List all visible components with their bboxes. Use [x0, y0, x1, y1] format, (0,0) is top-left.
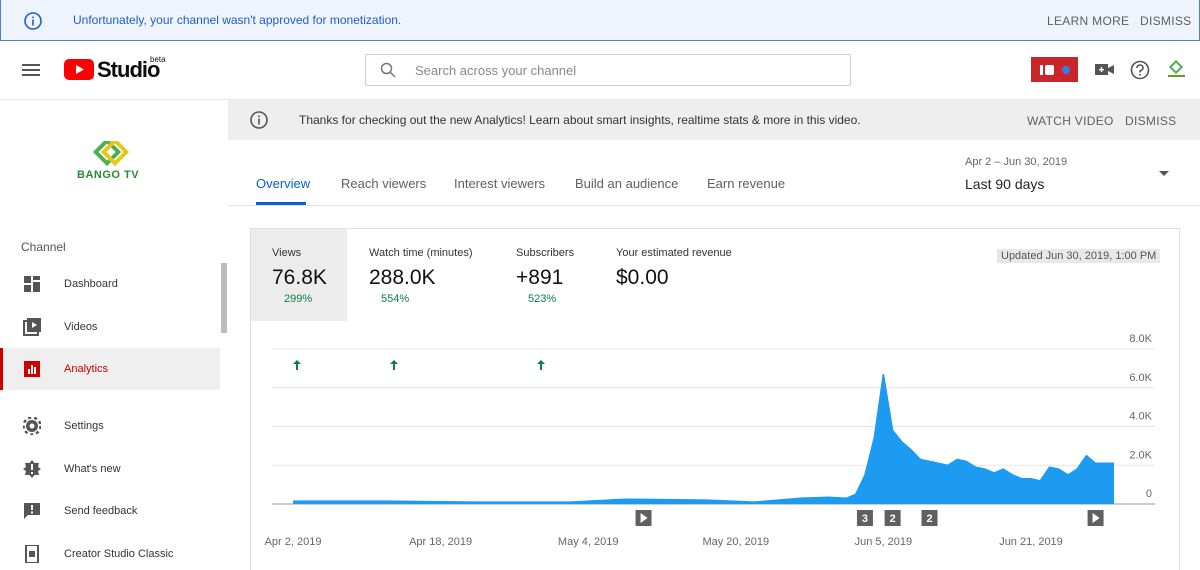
nav-item[interactable]: Analytics [0, 348, 220, 390]
metric-label: Your estimated revenue [616, 247, 732, 259]
account-avatar[interactable] [1166, 60, 1188, 80]
channel-logo [93, 141, 129, 167]
metric-label: Views [272, 247, 302, 259]
nav-label: Send feedback [64, 505, 138, 517]
nav-icon [23, 460, 41, 481]
nav-item[interactable]: What's new [0, 448, 220, 490]
info-icon [24, 12, 42, 30]
youtube-logo [64, 59, 94, 80]
nav-item[interactable]: Dashboard [0, 263, 220, 305]
metric-label: Watch time (minutes) [369, 247, 473, 259]
tab[interactable]: Reach viewers [341, 176, 427, 191]
metric-tile[interactable]: Your estimated revenue $0.00 [595, 229, 755, 321]
nav-label: Videos [64, 321, 98, 333]
nav-label: What's new [64, 463, 121, 475]
metric-value: +891 [516, 266, 564, 289]
sidebar: BANGO TV Channel Dashboard Videos Analytic… [0, 99, 228, 570]
search-box[interactable]: Search across your channel [365, 54, 851, 86]
up-arrow [516, 294, 545, 370]
metric-change: 523% [528, 293, 557, 305]
create-video-icon[interactable] [1095, 62, 1115, 78]
tab-underline [256, 202, 306, 205]
tab[interactable]: Interest viewers [454, 176, 546, 191]
dismiss-button[interactable]: DISMISS [1125, 114, 1177, 128]
notice-message: Thanks for checking out the new Analytic… [299, 113, 861, 127]
nav-item[interactable]: Creator Studio Classic [0, 533, 220, 570]
metric-tile[interactable]: Subscribers +891 523% [495, 229, 595, 370]
nav-label: Analytics [64, 363, 109, 375]
nav-label: Dashboard [64, 278, 118, 290]
nav-item[interactable]: Videos [0, 306, 220, 348]
up-arrow [369, 294, 398, 370]
date-preset[interactable]: Last 90 days [965, 176, 1045, 192]
watch-video-button[interactable]: WATCH VIDEO [1027, 114, 1114, 128]
search-placeholder: Search across your channel [415, 63, 577, 78]
dismiss-button[interactable]: DISMISS [1140, 14, 1192, 28]
banner-message: Unfortunately, your channel wasn't appro… [73, 13, 402, 27]
info-icon [250, 111, 268, 129]
metric-change: 554% [381, 293, 410, 305]
tubebuddy-button[interactable] [1031, 57, 1079, 83]
nav-label: Creator Studio Classic [64, 548, 174, 560]
monetization-banner: Unfortunately, your channel wasn't appro… [0, 0, 1200, 41]
date-range: Apr 2 – Jun 30, 2019 [965, 156, 1068, 168]
metric-tile[interactable]: Views 76.8K 299% [251, 229, 347, 370]
metric-change: 299% [284, 293, 313, 305]
nav-icon [23, 502, 41, 523]
tab[interactable]: Earn revenue [707, 176, 786, 191]
metric-value: 76.8K [272, 266, 327, 289]
section-label: Channel [21, 240, 66, 254]
tab[interactable]: Overview [256, 176, 311, 191]
tab[interactable]: Build an audience [575, 176, 679, 191]
nav-icon [23, 360, 41, 381]
nav-label: Settings [64, 420, 104, 432]
beta-badge: beta [150, 55, 166, 64]
tab-divider [228, 205, 1200, 206]
scrollbar[interactable] [221, 263, 227, 333]
channel-name: BANGO TV [77, 169, 140, 181]
studio-logo: Studio [97, 57, 160, 82]
help-icon[interactable] [1130, 60, 1150, 80]
metric-tile[interactable]: Watch time (minutes) 288.0K 554% [348, 229, 495, 370]
metric-label: Subscribers [516, 247, 575, 259]
overview-card: Views 76.8K 299% Watch time (minutes) 288.0K… [250, 228, 1180, 570]
analytics-notice: Thanks for checking out the new Analytic… [228, 99, 1200, 140]
learn-more-button[interactable]: LEARN MORE [1047, 14, 1130, 28]
metric-value: $0.00 [616, 266, 669, 289]
metric-value: 288.0K [369, 266, 436, 289]
nav-icon [22, 416, 42, 438]
nav-item[interactable]: Send feedback [0, 490, 220, 532]
nav-icon [23, 318, 41, 339]
dropdown-arrow[interactable] [1158, 170, 1170, 178]
nav-icon [23, 544, 41, 566]
search-icon [380, 62, 396, 78]
nav-item[interactable]: Settings [0, 405, 220, 447]
up-arrow [272, 294, 301, 370]
nav-icon [23, 275, 41, 296]
updated-label: Updated Jun 30, 2019, 1:00 PM [997, 249, 1161, 263]
menu-icon[interactable] [22, 62, 42, 78]
top-bar: Studio beta Search across your channel [0, 41, 1200, 100]
